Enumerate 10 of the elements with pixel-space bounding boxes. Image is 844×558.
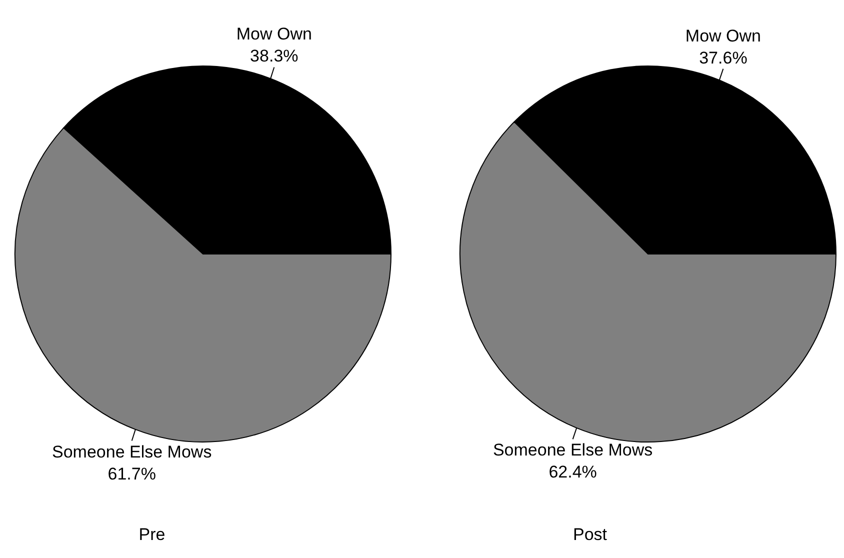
slice-label: Mow Own (685, 26, 761, 46)
slice-label: Someone Else Mows (52, 442, 212, 462)
text: Post (572, 525, 608, 544)
data-label: 37.6% (699, 48, 748, 68)
slice-label: Mow Own (236, 24, 312, 44)
data-label: 62.4% (548, 462, 597, 482)
slice-label: Someone Else Mows (492, 440, 653, 460)
data-label: 61.7% (108, 464, 156, 484)
data-label: 38.3% (250, 46, 298, 66)
text: Pre (138, 525, 166, 544)
